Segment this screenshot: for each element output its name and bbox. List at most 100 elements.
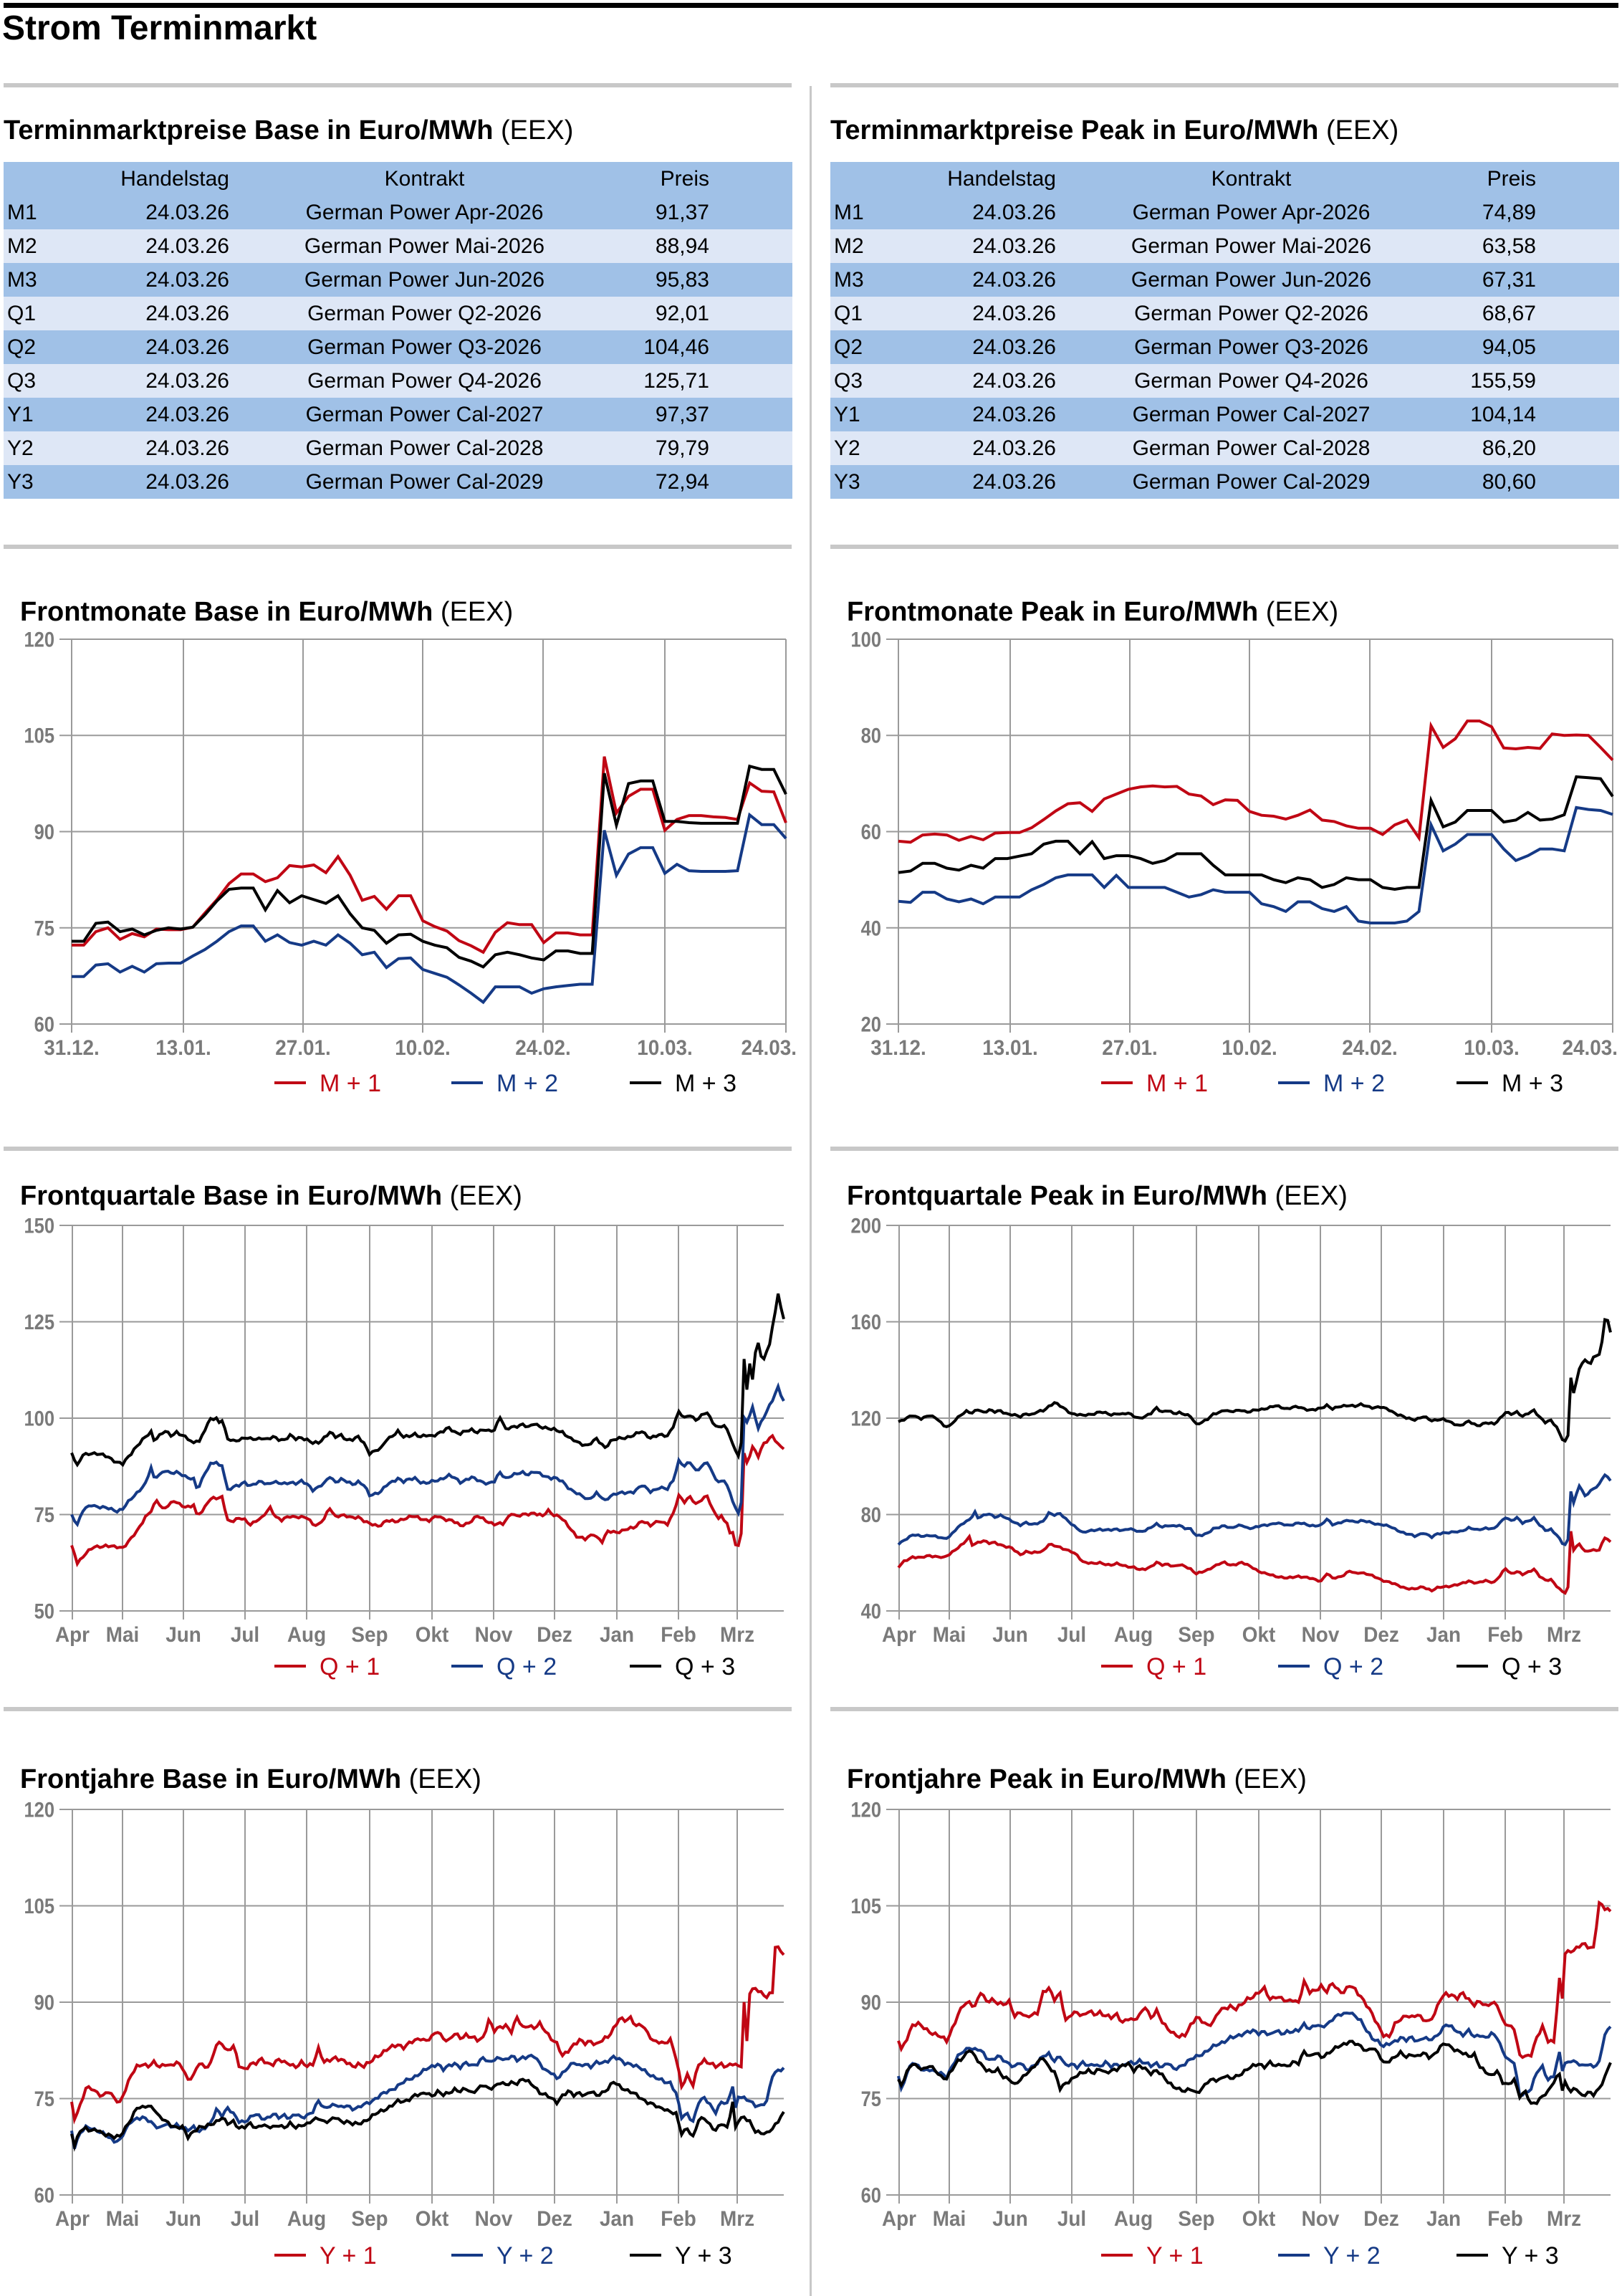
- svg-text:Mrz: Mrz: [720, 1623, 754, 1647]
- svg-text:Jan: Jan: [1426, 1623, 1461, 1647]
- svg-text:24.03.: 24.03.: [1562, 1036, 1618, 1060]
- svg-text:Jun: Jun: [165, 1623, 201, 1647]
- svg-text:Q + 3: Q + 3: [1502, 1653, 1562, 1680]
- svg-text:Okt: Okt: [1242, 1623, 1276, 1647]
- svg-text:60: 60: [34, 1013, 54, 1036]
- svg-text:60: 60: [861, 820, 881, 843]
- svg-text:105: 105: [24, 1894, 54, 1918]
- svg-text:10.02.: 10.02.: [395, 1036, 451, 1060]
- svg-text:Feb: Feb: [661, 1623, 696, 1647]
- svg-text:Mrz: Mrz: [720, 2207, 754, 2231]
- svg-text:50: 50: [34, 1599, 54, 1623]
- svg-text:Mai: Mai: [106, 2207, 139, 2231]
- svg-text:Jan: Jan: [600, 2207, 634, 2231]
- svg-text:160: 160: [850, 1310, 881, 1334]
- svg-text:Mrz: Mrz: [1547, 2207, 1581, 2231]
- svg-text:31.12.: 31.12.: [870, 1036, 926, 1060]
- svg-text:Mai: Mai: [106, 1623, 139, 1647]
- svg-text:Dez: Dez: [1363, 1623, 1399, 1647]
- svg-text:M + 1: M + 1: [320, 1070, 381, 1097]
- svg-text:Feb: Feb: [1487, 1623, 1523, 1647]
- svg-text:Jul: Jul: [1057, 2207, 1086, 2231]
- svg-text:75: 75: [34, 1503, 54, 1526]
- svg-text:Q + 3: Q + 3: [675, 1653, 735, 1680]
- svg-text:90: 90: [34, 820, 54, 843]
- svg-text:105: 105: [850, 1894, 881, 1918]
- svg-text:Mrz: Mrz: [1547, 1623, 1581, 1647]
- svg-text:24.02.: 24.02.: [515, 1036, 571, 1060]
- svg-text:Y + 3: Y + 3: [675, 2242, 732, 2269]
- svg-text:60: 60: [34, 2183, 54, 2207]
- svg-text:M + 3: M + 3: [675, 1070, 736, 1097]
- svg-text:Frontquartale Base in Euro/MWh: Frontquartale Base in Euro/MWh (EEX): [20, 1181, 522, 1211]
- svg-text:40: 40: [861, 1599, 881, 1623]
- svg-text:Feb: Feb: [661, 2207, 696, 2231]
- svg-text:Sep: Sep: [1178, 2207, 1214, 2231]
- svg-text:Y + 3: Y + 3: [1502, 2242, 1559, 2269]
- svg-text:Dez: Dez: [537, 2207, 572, 2231]
- svg-text:150: 150: [24, 1214, 54, 1238]
- svg-text:Jun: Jun: [992, 2207, 1028, 2231]
- svg-text:Nov: Nov: [1302, 1623, 1340, 1647]
- svg-text:Q + 2: Q + 2: [1323, 1653, 1383, 1680]
- svg-text:Aug: Aug: [287, 2207, 326, 2231]
- svg-text:Nov: Nov: [475, 2207, 513, 2231]
- svg-text:Jun: Jun: [992, 1623, 1028, 1647]
- svg-text:Dez: Dez: [1363, 2207, 1399, 2231]
- svg-text:Frontmonate Base in Euro/MWh (: Frontmonate Base in Euro/MWh (EEX): [20, 597, 513, 627]
- svg-text:125: 125: [24, 1310, 54, 1334]
- svg-text:Aug: Aug: [1114, 1623, 1153, 1647]
- svg-text:13.01.: 13.01.: [982, 1036, 1038, 1060]
- svg-text:Q + 1: Q + 1: [1146, 1653, 1206, 1680]
- svg-text:27.01.: 27.01.: [1102, 1036, 1158, 1060]
- svg-text:Jun: Jun: [165, 2207, 201, 2231]
- svg-text:Jul: Jul: [231, 1623, 259, 1647]
- svg-text:Jan: Jan: [600, 1623, 634, 1647]
- svg-text:40: 40: [861, 916, 881, 939]
- svg-text:200: 200: [850, 1214, 881, 1238]
- svg-text:M + 3: M + 3: [1502, 1070, 1563, 1097]
- svg-text:Nov: Nov: [475, 1623, 513, 1647]
- svg-text:Frontjahre Base in Euro/MWh (E: Frontjahre Base in Euro/MWh (EEX): [20, 1764, 481, 1794]
- svg-text:100: 100: [24, 1407, 54, 1430]
- svg-text:27.01.: 27.01.: [275, 1036, 331, 1060]
- svg-text:Frontmonate Peak in Euro/MWh (: Frontmonate Peak in Euro/MWh (EEX): [847, 597, 1338, 627]
- svg-text:Okt: Okt: [416, 1623, 449, 1647]
- svg-text:60: 60: [861, 2183, 881, 2207]
- svg-text:Nov: Nov: [1302, 2207, 1340, 2231]
- svg-text:120: 120: [24, 628, 54, 651]
- svg-text:100: 100: [850, 628, 881, 651]
- svg-text:10.02.: 10.02.: [1222, 1036, 1277, 1060]
- svg-text:10.03.: 10.03.: [637, 1036, 693, 1060]
- svg-text:Mai: Mai: [933, 1623, 966, 1647]
- svg-text:Apr: Apr: [882, 1623, 916, 1647]
- svg-text:Dez: Dez: [537, 1623, 572, 1647]
- svg-text:Apr: Apr: [882, 2207, 916, 2231]
- svg-text:Y + 2: Y + 2: [1323, 2242, 1381, 2269]
- svg-text:24.03.: 24.03.: [741, 1036, 797, 1060]
- svg-text:Y + 2: Y + 2: [496, 2242, 554, 2269]
- svg-text:M + 2: M + 2: [496, 1070, 558, 1097]
- svg-text:31.12.: 31.12.: [44, 1036, 100, 1060]
- svg-text:Okt: Okt: [416, 2207, 449, 2231]
- svg-text:Jul: Jul: [231, 2207, 259, 2231]
- svg-text:Frontjahre Peak in Euro/MWh (E: Frontjahre Peak in Euro/MWh (EEX): [847, 1764, 1307, 1794]
- svg-text:24.02.: 24.02.: [1342, 1036, 1398, 1060]
- svg-text:90: 90: [861, 1991, 881, 2014]
- svg-text:75: 75: [34, 2087, 54, 2110]
- svg-text:Frontquartale Peak in Euro/MWh: Frontquartale Peak in Euro/MWh (EEX): [847, 1181, 1348, 1211]
- svg-text:Y + 1: Y + 1: [1146, 2242, 1204, 2269]
- svg-text:Apr: Apr: [55, 1623, 90, 1647]
- svg-text:80: 80: [861, 724, 881, 747]
- svg-text:Aug: Aug: [287, 1623, 326, 1647]
- svg-text:13.01.: 13.01.: [155, 1036, 211, 1060]
- svg-text:80: 80: [861, 1503, 881, 1526]
- svg-text:105: 105: [24, 724, 54, 747]
- svg-text:M + 1: M + 1: [1146, 1070, 1208, 1097]
- svg-text:75: 75: [861, 2087, 881, 2110]
- svg-text:Mai: Mai: [933, 2207, 966, 2231]
- svg-text:Feb: Feb: [1487, 2207, 1523, 2231]
- svg-text:Aug: Aug: [1114, 2207, 1153, 2231]
- svg-text:Q + 1: Q + 1: [320, 1653, 380, 1680]
- svg-text:10.03.: 10.03.: [1464, 1036, 1520, 1060]
